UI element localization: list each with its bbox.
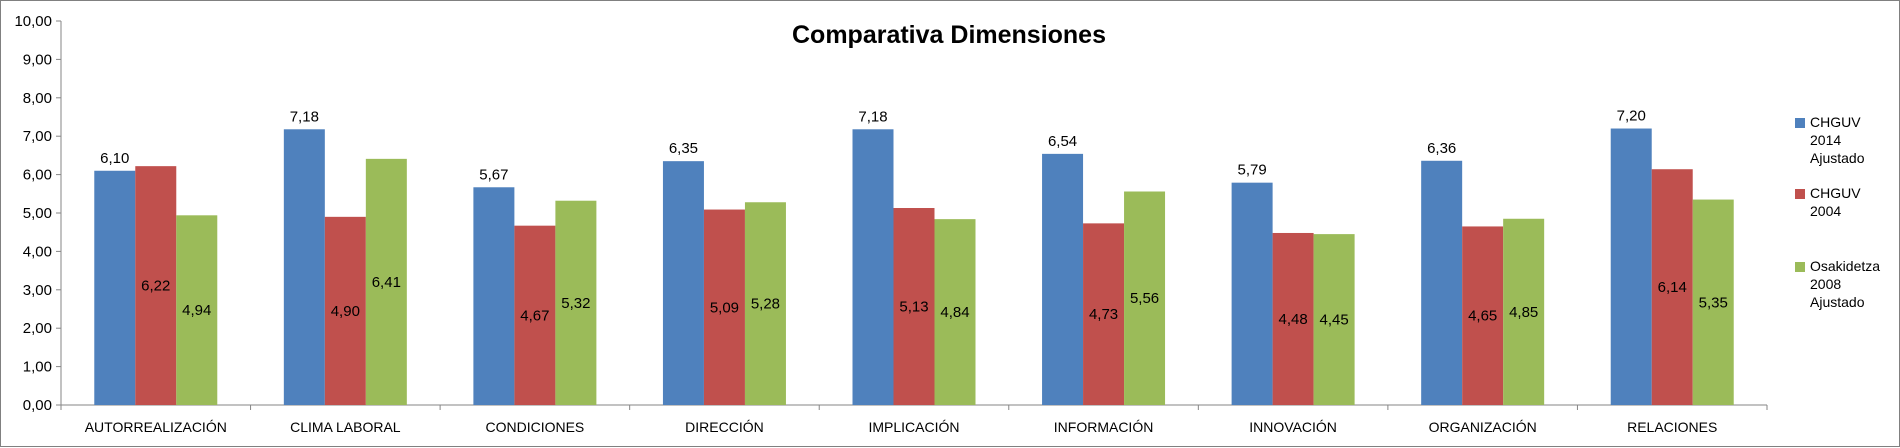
x-tick-label: CONDICIONES bbox=[485, 419, 584, 435]
data-label: 5,09 bbox=[710, 299, 739, 316]
data-label: 6,14 bbox=[1658, 279, 1687, 296]
bar bbox=[1503, 218, 1545, 405]
y-axis: 0,00 1,00 2,00 3,00 4,00 5,00 6,00 7,00 8,00 9,00… bbox=[14, 13, 62, 414]
bar bbox=[1231, 182, 1273, 405]
x-tick-label: INFORMACIÓN bbox=[1054, 419, 1154, 435]
data-label: 4,45 bbox=[1320, 312, 1349, 329]
data-label: 4,65 bbox=[1468, 308, 1497, 325]
legend-label: Ajustado bbox=[1810, 150, 1865, 166]
data-label: 5,13 bbox=[899, 299, 928, 316]
bar bbox=[1692, 199, 1734, 405]
bar bbox=[283, 129, 325, 405]
legend-label: 2004 bbox=[1810, 203, 1841, 219]
bar bbox=[1421, 160, 1463, 405]
bar bbox=[703, 209, 745, 405]
legend-item: CHGUV 2014 Ajustado bbox=[1795, 114, 1865, 166]
legend-label: 2014 bbox=[1810, 132, 1841, 148]
data-label: 4,90 bbox=[331, 303, 360, 320]
data-label: 5,28 bbox=[751, 296, 780, 313]
bar bbox=[934, 219, 976, 405]
legend-label: Osakidetza bbox=[1810, 258, 1880, 274]
bar bbox=[176, 215, 218, 405]
data-label: 7,20 bbox=[1617, 108, 1646, 125]
data-label: 5,56 bbox=[1130, 290, 1159, 307]
bars bbox=[94, 128, 1734, 405]
chart-title: Comparativa Dimensiones bbox=[792, 21, 1106, 49]
bar bbox=[1651, 169, 1693, 405]
data-label: 4,85 bbox=[1509, 304, 1538, 321]
x-tick-label: AUTORREALIZACIÓN bbox=[85, 419, 227, 435]
x-axis: AUTORREALIZACIÓN CLIMA LABORAL CONDICIONES… bbox=[60, 404, 1768, 435]
data-label: 4,94 bbox=[182, 302, 211, 319]
bar bbox=[324, 216, 366, 405]
x-tick-label: DIRECCIÓN bbox=[685, 419, 764, 435]
data-label: 4,73 bbox=[1089, 306, 1118, 323]
data-label: 4,84 bbox=[940, 304, 969, 321]
legend-item: Osakidetza 2008 Ajustado bbox=[1795, 258, 1880, 310]
bar bbox=[1124, 191, 1166, 405]
legend-label: CHGUV bbox=[1810, 114, 1861, 130]
legend-label: CHGUV bbox=[1810, 185, 1861, 201]
data-label: 6,36 bbox=[1427, 140, 1456, 157]
legend-swatch bbox=[1795, 118, 1805, 128]
y-tick-label: 3,00 bbox=[23, 282, 52, 299]
bar bbox=[473, 187, 515, 405]
x-tick-label: RELACIONES bbox=[1627, 419, 1717, 435]
bar bbox=[1610, 128, 1652, 405]
data-label: 4,48 bbox=[1279, 311, 1308, 328]
bar bbox=[852, 129, 894, 405]
bar bbox=[662, 161, 704, 405]
data-label: 5,67 bbox=[479, 166, 508, 183]
bar bbox=[135, 166, 177, 405]
x-tick-label: INNOVACIÓN bbox=[1249, 419, 1337, 435]
data-label: 5,79 bbox=[1238, 162, 1267, 179]
bar bbox=[1042, 153, 1084, 405]
y-tick-label: 1,00 bbox=[23, 359, 52, 376]
data-label: 5,32 bbox=[561, 295, 590, 312]
data-label: 6,35 bbox=[669, 140, 698, 157]
bar bbox=[1083, 223, 1125, 405]
data-labels: 6,10 7,18 5,67 6,35 7,18 6,54 5,79 6,36 7,20 6,22… bbox=[100, 108, 1728, 329]
data-label: 4,67 bbox=[520, 307, 549, 324]
x-tick-label: ORGANIZACIÓN bbox=[1429, 419, 1537, 435]
y-tick-label: 10,00 bbox=[14, 13, 52, 30]
bar bbox=[94, 170, 136, 405]
y-tick-label: 8,00 bbox=[23, 90, 52, 107]
data-label: 7,18 bbox=[858, 108, 887, 125]
legend-swatch bbox=[1795, 262, 1805, 272]
bar bbox=[893, 208, 935, 405]
bar bbox=[1272, 232, 1314, 405]
data-label: 6,54 bbox=[1048, 133, 1077, 150]
y-tick-label: 6,00 bbox=[23, 167, 52, 184]
data-label: 6,10 bbox=[100, 150, 129, 167]
bar bbox=[555, 200, 597, 405]
bar bbox=[365, 158, 407, 405]
data-label: 6,22 bbox=[141, 278, 170, 295]
legend: CHGUV 2014 Ajustado CHGUV 2004 Osakidetza 2008… bbox=[1795, 114, 1880, 310]
y-tick-label: 0,00 bbox=[23, 397, 52, 414]
legend-label: 2008 bbox=[1810, 276, 1841, 292]
x-tick-label: IMPLICACIÓN bbox=[868, 419, 959, 435]
bar bbox=[514, 225, 556, 405]
data-label: 6,41 bbox=[372, 274, 401, 291]
y-tick-label: 4,00 bbox=[23, 243, 52, 260]
bar bbox=[1462, 226, 1504, 405]
y-tick-label: 5,00 bbox=[23, 205, 52, 222]
data-label: 7,18 bbox=[290, 108, 319, 125]
legend-label: Ajustado bbox=[1810, 294, 1865, 310]
y-tick-label: 9,00 bbox=[23, 51, 52, 68]
bar bbox=[744, 202, 786, 405]
legend-swatch bbox=[1795, 189, 1805, 199]
legend-item: CHGUV 2004 bbox=[1795, 185, 1861, 219]
y-tick-label: 2,00 bbox=[23, 320, 52, 337]
data-label: 5,35 bbox=[1699, 294, 1728, 311]
x-tick-label: CLIMA LABORAL bbox=[290, 419, 401, 435]
y-tick-label: 7,00 bbox=[23, 128, 52, 145]
bar bbox=[1313, 234, 1355, 405]
